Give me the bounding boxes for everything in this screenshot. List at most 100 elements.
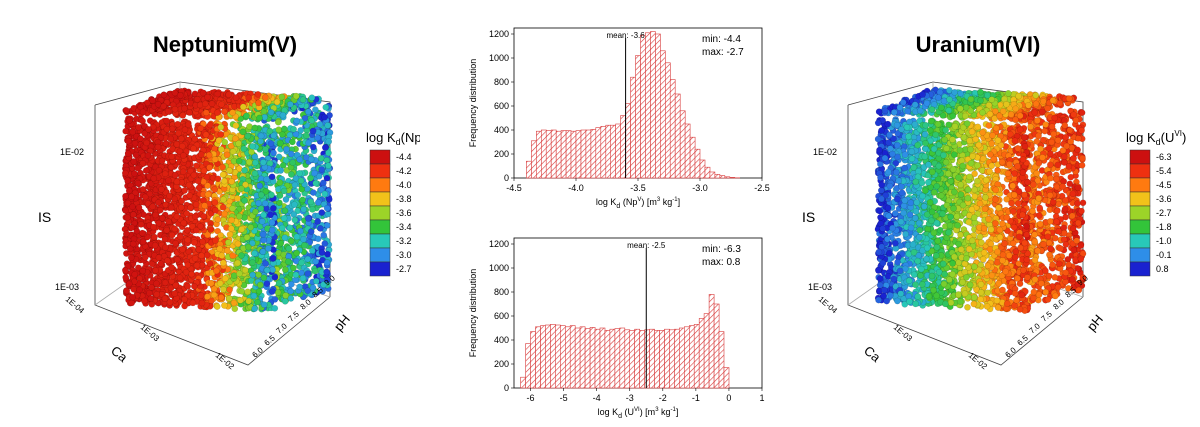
hist-bar	[526, 160, 532, 179]
hist-y-tick: 400	[494, 125, 509, 135]
hist-bar	[610, 124, 616, 179]
hist-y-tick: 1000	[489, 263, 509, 273]
legend-swatch	[1129, 261, 1151, 277]
u-z-tick-1: 1E-02	[813, 147, 837, 157]
x-tick-label: 1E-02	[214, 351, 237, 372]
hist-bar	[565, 326, 571, 389]
u-y-axis-label: pH	[1084, 312, 1106, 334]
mean-label: mean: -2.5	[627, 241, 666, 250]
hist-bar	[719, 175, 726, 179]
hist-bar	[575, 130, 582, 179]
hist-y-tick: 400	[494, 335, 509, 345]
u-z-tick-2: 1E-03	[808, 282, 832, 292]
hist-bar	[531, 140, 537, 179]
hist-bar	[645, 32, 651, 179]
hist-bar	[600, 126, 607, 179]
hist-x-tick: -4.5	[506, 183, 522, 193]
hist-bar	[718, 331, 725, 389]
np-legend: log Kd(NpV) -4.4 -4.2 -4.0 -3.8 -3.6 -3.4 -3.2…	[366, 129, 420, 277]
y-tick-label: 6.5	[263, 333, 278, 347]
hist-y-tick: 800	[494, 287, 509, 297]
hist-x-tick: 1	[759, 393, 764, 403]
max-label: max: -2.7	[702, 47, 744, 58]
hist-bar	[698, 318, 705, 389]
max-label: max: 0.8	[702, 257, 741, 268]
hist-x-tick: -6	[527, 393, 535, 403]
legend-label: -2.7	[396, 264, 412, 274]
legend-swatch	[369, 177, 391, 193]
hist-bar	[594, 328, 601, 389]
hist-bar	[545, 130, 552, 179]
x-tick-label: 1E-02	[967, 351, 990, 372]
hist-bar	[590, 129, 597, 179]
hist-bar	[535, 326, 541, 389]
legend-swatch	[1129, 247, 1151, 263]
hist-bar	[664, 328, 670, 389]
hist-x-tick: -4	[593, 393, 601, 403]
hist-bar	[634, 328, 640, 389]
hist-bar	[574, 327, 581, 389]
u-3d-plot: Uranium(VI) IS 1E-02 1E-03 1E-04 1E-03 1E-…	[802, 32, 1186, 372]
hist-bar	[525, 343, 531, 389]
hist-bar	[560, 130, 567, 179]
hist-bar	[694, 148, 701, 179]
x-tick-label: 1E-04	[817, 295, 840, 316]
hist-bar	[679, 327, 685, 389]
u-legend-title: log Kd(UVI)	[1126, 129, 1186, 147]
y-tick-label: 6.5	[1016, 333, 1031, 347]
hist-bar	[550, 129, 557, 179]
np-y-ticks: 6.06.57.07.58.08.59.0	[251, 273, 338, 359]
np-legend-title: log Kd(NpV)	[366, 129, 420, 147]
y-tick-label: 8.0	[299, 297, 314, 311]
hist-y-tick: 1200	[489, 29, 509, 39]
hist-x-tick: -2	[659, 393, 667, 403]
hist-y-tick: 800	[494, 77, 509, 87]
hist-bar	[536, 130, 542, 179]
y-tick-label: 6.0	[251, 345, 266, 359]
hist-bar	[555, 130, 562, 179]
hist-bar	[599, 327, 606, 389]
legend-swatch	[369, 191, 391, 207]
legend-swatch	[369, 149, 391, 165]
y-tick-label: 7.0	[275, 321, 290, 335]
legend-swatch	[369, 163, 391, 179]
hist-bar	[565, 130, 572, 179]
hist-y-tick: 600	[494, 311, 509, 321]
hist-bar	[584, 328, 591, 389]
hist-bar	[604, 330, 611, 389]
np-z-tick-1: 1E-02	[60, 147, 84, 157]
hist-bar	[530, 331, 536, 389]
hist-bar	[541, 129, 547, 179]
min-label: min: -6.3	[702, 244, 741, 255]
legend-label: -1.8	[1156, 222, 1172, 232]
legend-swatch	[369, 247, 391, 263]
hist-bar	[689, 136, 696, 179]
legend-label: -3.2	[396, 236, 412, 246]
min-label: min: -4.4	[702, 34, 741, 45]
hist-bar	[699, 159, 706, 179]
hist-bar	[635, 55, 641, 179]
np-y-axis-label: pH	[331, 312, 353, 334]
hist-bar	[585, 129, 592, 179]
u-title: Uranium(VI)	[916, 32, 1041, 57]
legend-swatch	[1129, 205, 1151, 221]
legend-swatch	[369, 233, 391, 249]
hist-x-label: log Kd (UVI) [m3 kg-1]	[598, 407, 679, 420]
hist-bar	[674, 328, 680, 389]
legend-swatch	[1129, 191, 1151, 207]
hist-bar	[650, 31, 656, 179]
hist-bar	[708, 294, 715, 389]
x-tick-label: 1E-04	[64, 295, 87, 316]
hist-x-tick: -3	[626, 393, 634, 403]
hist-bar	[550, 324, 556, 389]
u-point-cloud	[874, 86, 1087, 315]
hist-bar	[595, 127, 602, 179]
hist-bar	[569, 325, 576, 389]
y-tick-label: 7.0	[1028, 321, 1043, 335]
legend-label: -3.6	[396, 208, 412, 218]
hist-y-label: Frequency distribution	[468, 59, 478, 148]
np-x-axis-label: Ca	[108, 343, 131, 366]
hist-y-tick: 0	[504, 173, 509, 183]
hist-bar	[684, 123, 691, 179]
